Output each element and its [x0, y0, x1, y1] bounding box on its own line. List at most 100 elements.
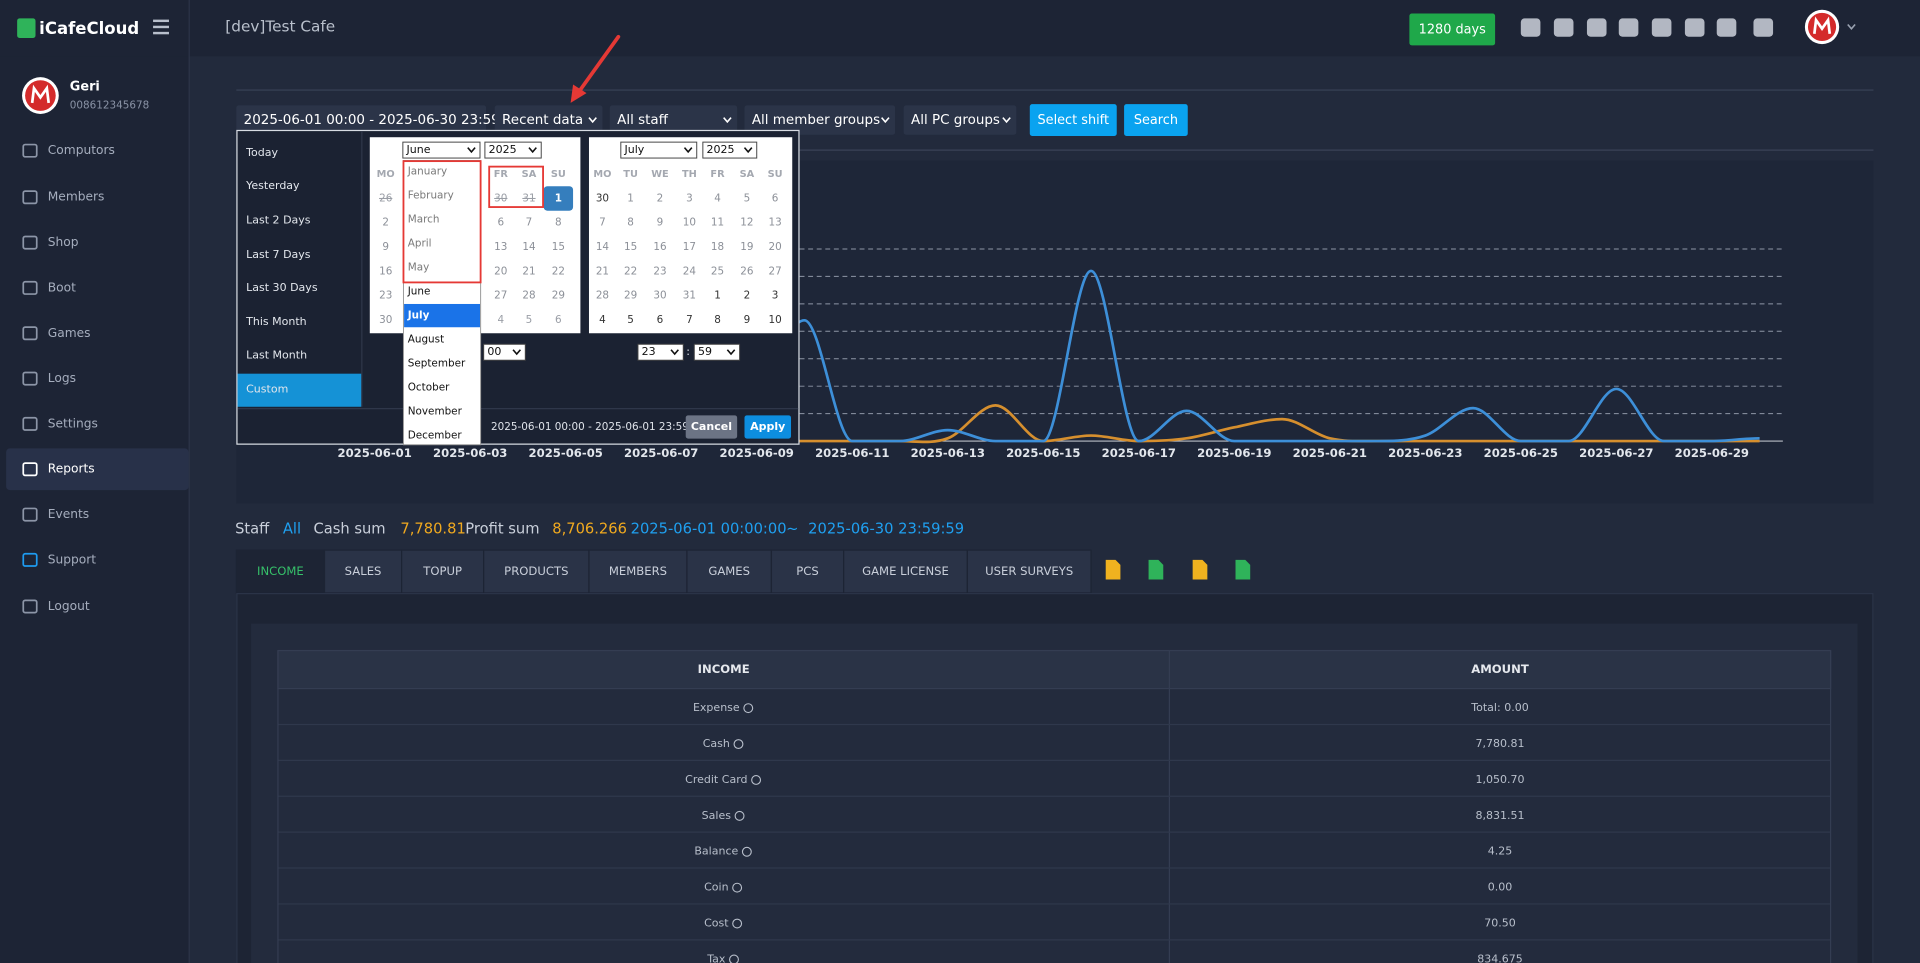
- tab[interactable]: [966, 549, 1092, 594]
- day[interactable]: 6: [498, 217, 505, 229]
- day[interactable]: 2: [744, 290, 751, 302]
- day[interactable]: 16: [653, 241, 666, 253]
- month-select[interactable]: [620, 141, 698, 159]
- recent-select[interactable]: [494, 105, 603, 135]
- apply-button[interactable]: [744, 415, 792, 439]
- day[interactable]: 2: [382, 217, 389, 229]
- month-option[interactable]: June: [407, 286, 431, 298]
- header-icon[interactable]: [1553, 18, 1574, 37]
- day[interactable]: 16: [379, 265, 392, 277]
- header-icon[interactable]: [1684, 18, 1705, 37]
- day[interactable]: 26: [740, 265, 753, 277]
- menu-item[interactable]: Shop: [48, 235, 79, 249]
- help-icon[interactable]: [729, 954, 739, 963]
- time-select[interactable]: [637, 343, 684, 361]
- day[interactable]: 20: [494, 265, 507, 277]
- day[interactable]: 29: [552, 290, 565, 302]
- header-icon[interactable]: [1716, 18, 1737, 37]
- month-option[interactable]: January: [407, 166, 447, 178]
- day[interactable]: 28: [596, 290, 609, 302]
- day[interactable]: 6: [555, 314, 562, 326]
- month-option[interactable]: February: [408, 190, 454, 202]
- day[interactable]: 9: [382, 241, 389, 253]
- export-icon[interactable]: [1148, 559, 1164, 580]
- day[interactable]: 2: [657, 192, 664, 204]
- year-select[interactable]: [702, 141, 758, 159]
- export-icon[interactable]: [1192, 559, 1208, 580]
- menu-item[interactable]: Settings: [48, 416, 98, 430]
- month-option[interactable]: September: [408, 358, 466, 370]
- month-option[interactable]: August: [408, 334, 444, 346]
- time-select[interactable]: [693, 343, 741, 361]
- day[interactable]: 12: [740, 217, 753, 229]
- menu-item[interactable]: Members: [48, 190, 105, 204]
- day[interactable]: 30: [596, 192, 609, 204]
- range-option[interactable]: Today: [245, 146, 278, 159]
- menu-item[interactable]: Events: [48, 507, 89, 521]
- select-shift-button[interactable]: [1029, 104, 1117, 136]
- day[interactable]: 1: [627, 192, 634, 204]
- menu-item[interactable]: Computors: [48, 143, 115, 157]
- help-icon[interactable]: [733, 739, 744, 750]
- range-option[interactable]: Last Month: [246, 348, 307, 361]
- header-icon[interactable]: [1753, 18, 1774, 37]
- day[interactable]: 15: [624, 241, 637, 253]
- day[interactable]: 14: [596, 241, 610, 253]
- day[interactable]: 6: [657, 314, 664, 326]
- day[interactable]: 31: [683, 290, 696, 302]
- day[interactable]: 24: [683, 265, 697, 277]
- month-option[interactable]: December: [408, 430, 463, 442]
- day[interactable]: 7: [526, 217, 533, 229]
- day[interactable]: 30: [653, 290, 666, 302]
- day[interactable]: 27: [768, 265, 781, 277]
- help-icon[interactable]: [743, 703, 754, 714]
- day[interactable]: 7: [686, 314, 693, 326]
- day[interactable]: 3: [772, 290, 779, 302]
- export-icon[interactable]: [1235, 559, 1251, 580]
- header-icon[interactable]: [1618, 18, 1639, 37]
- day[interactable]: 19: [740, 241, 753, 253]
- export-icon[interactable]: [1105, 559, 1121, 580]
- menu-item[interactable]: Games: [48, 326, 91, 340]
- day[interactable]: 21: [522, 265, 535, 277]
- day[interactable]: 14: [522, 241, 536, 253]
- help-icon[interactable]: [732, 882, 743, 893]
- day[interactable]: 1: [714, 290, 721, 302]
- day[interactable]: 7: [599, 217, 606, 229]
- month-option[interactable]: November: [408, 406, 463, 418]
- day[interactable]: 22: [624, 265, 637, 277]
- header-icon[interactable]: [1651, 18, 1672, 37]
- month-option[interactable]: April: [408, 238, 432, 250]
- day[interactable]: 18: [711, 241, 724, 253]
- menu-item[interactable]: Reports: [48, 462, 95, 476]
- day[interactable]: 6: [772, 192, 779, 204]
- tab[interactable]: [483, 549, 590, 594]
- day[interactable]: 13: [768, 217, 781, 229]
- day[interactable]: 29: [624, 290, 637, 302]
- day[interactable]: 30: [494, 192, 507, 204]
- month-option[interactable]: October: [408, 382, 450, 394]
- day[interactable]: 10: [683, 217, 696, 229]
- day[interactable]: 3: [686, 192, 693, 204]
- help-icon[interactable]: [734, 810, 745, 821]
- help-icon[interactable]: [741, 846, 752, 857]
- day[interactable]: 11: [711, 217, 724, 229]
- day[interactable]: 27: [494, 290, 507, 302]
- day[interactable]: 5: [744, 192, 751, 204]
- menu-item[interactable]: Logs: [48, 371, 76, 385]
- day[interactable]: 25: [711, 265, 724, 277]
- date-range[interactable]: [236, 105, 487, 135]
- tab[interactable]: [843, 549, 968, 594]
- day[interactable]: 15: [552, 241, 565, 253]
- search-button[interactable]: [1124, 104, 1188, 136]
- month-option[interactable]: July: [407, 310, 430, 322]
- month-option[interactable]: March: [408, 214, 440, 226]
- day[interactable]: 8: [555, 217, 562, 229]
- day[interactable]: 8: [714, 314, 721, 326]
- day[interactable]: 21: [596, 265, 609, 277]
- menu-item[interactable]: Logout: [48, 599, 90, 613]
- day[interactable]: 20: [768, 241, 781, 253]
- tab[interactable]: [323, 549, 403, 594]
- day[interactable]: 9: [657, 217, 664, 229]
- header-icon[interactable]: [1520, 18, 1541, 37]
